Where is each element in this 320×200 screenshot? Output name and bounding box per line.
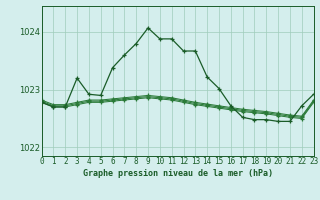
X-axis label: Graphe pression niveau de la mer (hPa): Graphe pression niveau de la mer (hPa) <box>83 169 273 178</box>
